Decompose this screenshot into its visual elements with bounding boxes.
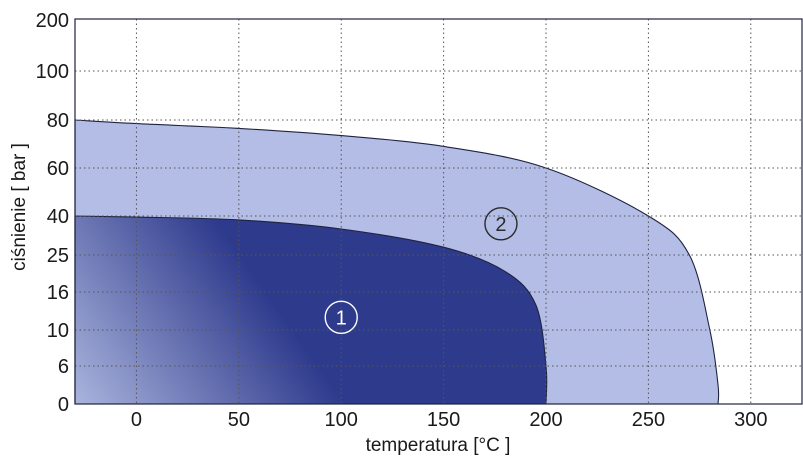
y-tick-label: 40 [47, 206, 69, 228]
x-tick-label: 200 [529, 409, 562, 431]
x-tick-labels: 0 50 100 150 200 250 300 [131, 409, 768, 431]
region-1-area [74, 215, 548, 405]
y-tick-label: 25 [47, 245, 69, 267]
x-axis-title: temperatura [°C ] [366, 435, 511, 456]
y-tick-label: 100 [36, 61, 69, 83]
y-tick-label: 10 [47, 320, 69, 342]
y-tick-label: 60 [47, 158, 69, 180]
y-tick-label: 6 [58, 356, 69, 378]
x-tick-label: 50 [228, 409, 250, 431]
region-label-1: 1 [336, 307, 347, 329]
y-tick-label: 0 [58, 394, 69, 416]
region-label-2: 2 [495, 214, 506, 236]
y-tick-label: 16 [47, 282, 69, 304]
y-tick-label: 80 [47, 110, 69, 132]
x-tick-label: 100 [325, 409, 358, 431]
region-label-circle-2 [484, 207, 518, 241]
y-tick-labels: 0 6 10 16 25 40 60 80 100 200 [36, 10, 69, 416]
x-tick-label: 300 [734, 409, 767, 431]
y-axis-title: ciśnienie [ bar ] [9, 143, 30, 271]
plot-frame [74, 18, 803, 405]
region-1-area-layer [74, 215, 548, 405]
region-labels: 12 [324, 207, 518, 335]
grid-lines [75, 19, 802, 404]
x-tick-label: 250 [632, 409, 665, 431]
x-tick-label: 150 [427, 409, 460, 431]
y-tick-label: 200 [36, 10, 69, 32]
x-tick-label: 0 [131, 409, 142, 431]
region-label-circle-1 [324, 300, 358, 335]
